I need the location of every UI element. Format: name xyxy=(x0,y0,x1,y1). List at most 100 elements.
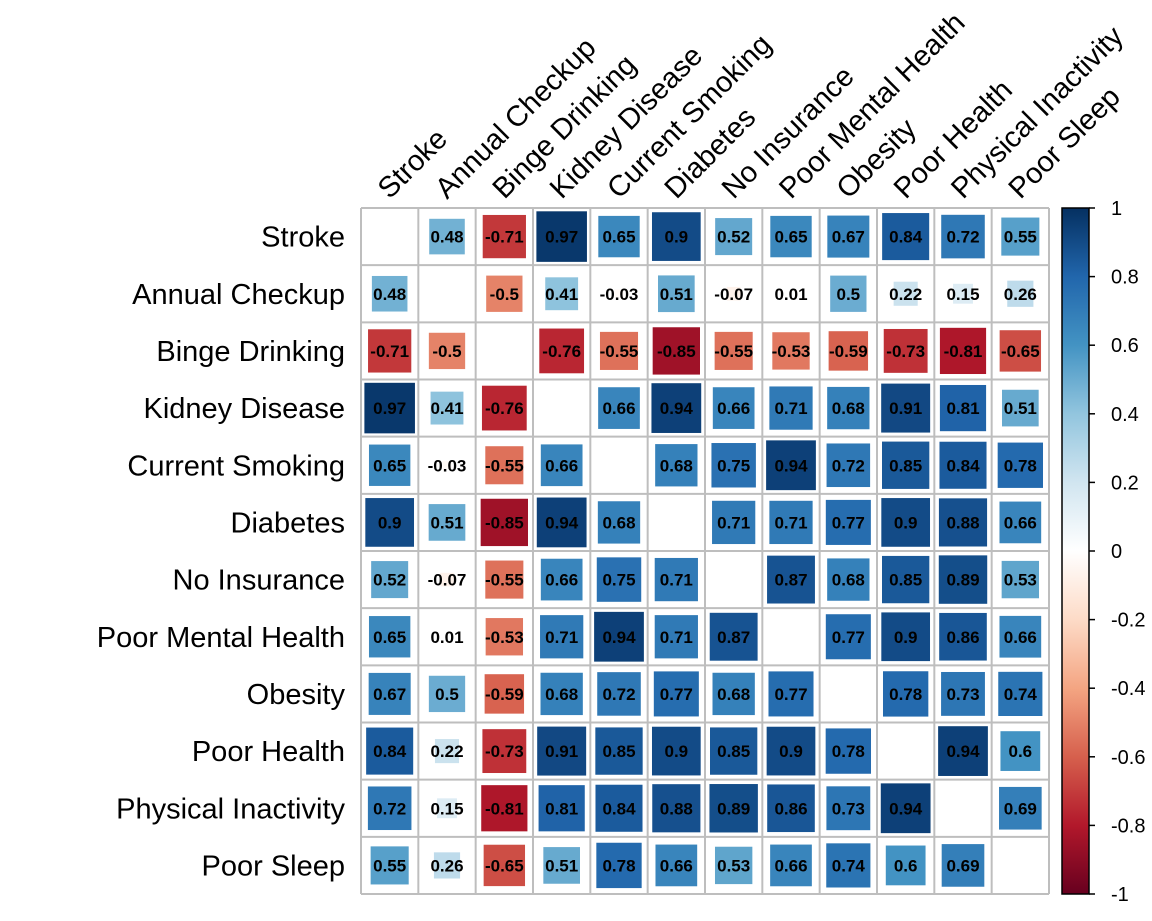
cell-value: -0.81 xyxy=(485,799,524,818)
cell-annual-checkup-poor-sleep xyxy=(1007,280,1034,307)
cell-poor-health-kidney-disease xyxy=(537,726,587,776)
cell-value: 0.94 xyxy=(774,456,808,475)
cell-value: 0.84 xyxy=(946,456,980,475)
cell-diabetes-annual-checkup xyxy=(428,504,466,541)
cell-diabetes-poor-health xyxy=(881,498,931,547)
cell-diabetes-kidney-disease xyxy=(536,497,587,548)
cell-poor-sleep-stroke xyxy=(370,846,409,885)
cell-binge-drinking-poor-health xyxy=(883,328,928,373)
cell-poor-sleep-poor-mental-health xyxy=(770,844,812,887)
cell-stroke-physical-inactivity xyxy=(941,214,985,259)
cell-value: 0.01 xyxy=(430,628,463,647)
cell-value: 0.65 xyxy=(373,456,406,475)
cell-value: 0.71 xyxy=(774,513,807,532)
cell-value: -0.55 xyxy=(485,456,524,475)
cell-value: 0.97 xyxy=(373,399,406,418)
cell-value: 0.22 xyxy=(430,742,463,761)
cell-binge-drinking-no-insurance xyxy=(714,331,753,370)
cell-value: 0.9 xyxy=(665,228,689,247)
cell-value: 0.51 xyxy=(430,513,463,532)
cell-binge-drinking-annual-checkup xyxy=(428,332,466,370)
cell-poor-health-physical-inactivity xyxy=(938,726,988,776)
cell-value: -0.73 xyxy=(886,342,925,361)
cell-kidney-disease-current-smoking xyxy=(598,387,640,429)
cell-physical-inactivity-kidney-disease xyxy=(538,785,585,832)
cell-value: 0.68 xyxy=(717,685,750,704)
cell-stroke-annual-checkup xyxy=(429,218,465,255)
cell-binge-drinking-current-smoking xyxy=(599,331,639,370)
cell-value: 0.71 xyxy=(660,628,693,647)
cell-value: 0.53 xyxy=(1004,571,1037,590)
cell-value: 0.85 xyxy=(602,742,635,761)
cell-value: -0.07 xyxy=(428,571,467,590)
cell-value: 0.15 xyxy=(430,799,463,818)
cell-value: 0.72 xyxy=(832,456,865,475)
cell-poor-health-diabetes xyxy=(651,726,701,776)
cell-value: 0.71 xyxy=(660,571,693,590)
cell-value: 0.86 xyxy=(946,628,979,647)
cell-value: 0.94 xyxy=(889,799,923,818)
cell-value: -0.65 xyxy=(1001,342,1040,361)
cell-poor-health-current-smoking xyxy=(595,727,643,775)
cell-physical-inactivity-poor-sleep xyxy=(999,786,1042,830)
cell-no-insurance-poor-mental-health xyxy=(767,555,815,604)
cell-value: 0.52 xyxy=(717,228,750,247)
cell-current-smoking-binge-drinking xyxy=(485,446,524,485)
cell-physical-inactivity-stroke xyxy=(367,786,412,831)
cell-physical-inactivity-no-insurance xyxy=(709,784,758,833)
cell-value: -0.71 xyxy=(370,342,409,361)
cell-value: 0.9 xyxy=(779,742,803,761)
cell-poor-mental-health-poor-health xyxy=(881,612,931,662)
cell-current-smoking-stroke xyxy=(368,444,411,486)
cell-value: -0.03 xyxy=(600,285,639,304)
cell-poor-mental-health-binge-drinking xyxy=(485,618,524,656)
cell-annual-checkup-obesity xyxy=(830,275,867,312)
cell-value: 0.26 xyxy=(1004,285,1037,304)
cell-value: 0.66 xyxy=(660,856,693,875)
colorbar-tick-label: -0.4 xyxy=(1111,678,1145,700)
colorbar-tick-label: -1 xyxy=(1111,884,1129,906)
cell-no-insurance-obesity xyxy=(827,558,870,601)
cell-obesity-poor-health xyxy=(882,671,929,717)
cell-annual-checkup-physical-inactivity xyxy=(953,283,973,304)
cell-obesity-poor-mental-health xyxy=(768,671,814,717)
cell-no-insurance-binge-drinking xyxy=(485,560,524,599)
cell-value: 0.9 xyxy=(665,742,689,761)
cell-value: 0.69 xyxy=(946,856,979,875)
cell-value: 0.15 xyxy=(946,285,979,304)
cell-obesity-stroke xyxy=(368,672,411,715)
cell-value: -0.59 xyxy=(829,342,868,361)
cell-value: 0.55 xyxy=(373,856,406,875)
cell-kidney-disease-stroke xyxy=(364,382,415,434)
cell-no-insurance-physical-inactivity xyxy=(938,555,988,604)
cell-value: 0.75 xyxy=(602,571,635,590)
cell-diabetes-obesity xyxy=(825,499,871,545)
cell-value: -0.55 xyxy=(485,571,524,590)
cell-kidney-disease-no-insurance xyxy=(712,387,755,429)
cell-value: -0.76 xyxy=(485,399,524,418)
cell-value: -0.81 xyxy=(944,342,983,361)
cell-value: 0.66 xyxy=(774,856,807,875)
cell-binge-drinking-physical-inactivity xyxy=(939,327,987,375)
cell-value: 0.88 xyxy=(946,513,979,532)
cell-diabetes-physical-inactivity xyxy=(938,498,988,547)
cell-value: 0.71 xyxy=(774,399,807,418)
cell-value: 0.84 xyxy=(889,228,923,247)
colorbar-tick-label: 0.8 xyxy=(1111,267,1139,289)
cell-value: 0.94 xyxy=(660,399,694,418)
cell-poor-mental-health-kidney-disease xyxy=(540,615,584,659)
cell-obesity-no-insurance xyxy=(712,672,755,716)
cell-value: -0.5 xyxy=(432,342,461,361)
cell-value: 0.65 xyxy=(774,228,807,247)
cell-poor-sleep-physical-inactivity xyxy=(941,844,985,887)
cell-value: 0.6 xyxy=(1009,742,1033,761)
cell-value: 0.89 xyxy=(946,571,979,590)
cell-value: 0.74 xyxy=(832,856,866,875)
cell-obesity-diabetes xyxy=(653,671,699,717)
cell-value: 0.66 xyxy=(545,456,578,475)
cell-poor-mental-health-obesity xyxy=(825,614,871,660)
cell-value: 0.01 xyxy=(774,285,807,304)
cell-annual-checkup-stroke xyxy=(371,275,408,312)
cell-value: -0.03 xyxy=(428,456,467,475)
